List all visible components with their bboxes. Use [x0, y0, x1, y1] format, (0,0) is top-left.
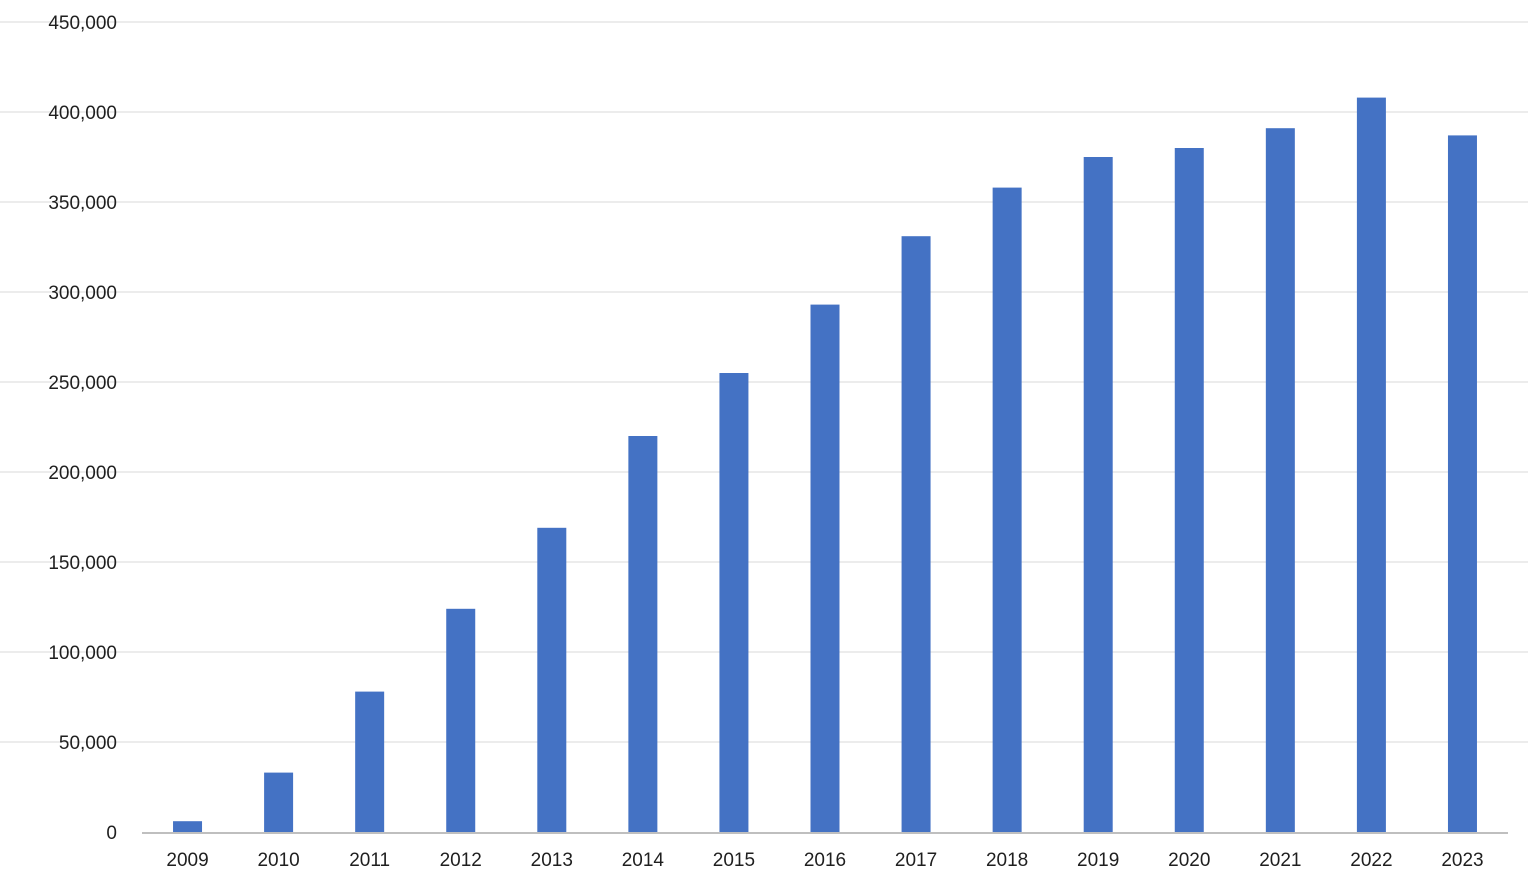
x-tick-label: 2009 [166, 850, 208, 871]
y-tick-label: 0 [106, 823, 117, 844]
x-axis-tick-labels: 2009 2010 2011 2012 2013 2014 2015 2016 2017 2018… [166, 850, 1483, 871]
bar-2021 [1265, 128, 1295, 832]
bar-2014 [628, 436, 658, 832]
x-tick-label: 2020 [1168, 850, 1210, 871]
bar-2012 [446, 608, 476, 832]
bar-2018 [992, 187, 1022, 833]
y-tick-label: 200,000 [48, 463, 117, 484]
y-tick-label: 300,000 [48, 283, 117, 304]
y-tick-label: 100,000 [48, 643, 117, 664]
x-tick-label: 2023 [1441, 850, 1483, 871]
y-tick-label: 350,000 [48, 193, 117, 214]
bar-2013 [537, 527, 567, 832]
bar-2019 [1083, 157, 1113, 832]
x-tick-label: 2017 [895, 850, 937, 871]
x-tick-label: 2012 [440, 850, 482, 871]
bar-2009 [173, 821, 203, 832]
x-tick-label: 2013 [531, 850, 573, 871]
x-tick-label: 2021 [1259, 850, 1301, 871]
x-tick-label: 2019 [1077, 850, 1119, 871]
bar-2023 [1447, 135, 1477, 832]
x-tick-label: 2015 [713, 850, 755, 871]
bar-2010 [264, 772, 294, 832]
y-tick-label: 250,000 [48, 373, 117, 394]
bar-2017 [901, 236, 931, 832]
gridlines [0, 21, 1528, 743]
x-tick-label: 2022 [1350, 850, 1392, 871]
x-tick-label: 2016 [804, 850, 846, 871]
y-tick-label: 50,000 [59, 733, 117, 754]
bars [173, 97, 1477, 833]
x-tick-label: 2018 [986, 850, 1028, 871]
x-tick-label: 2014 [622, 850, 665, 871]
bar-2020 [1174, 148, 1204, 832]
bar-2011 [355, 691, 385, 832]
y-tick-label: 450,000 [48, 13, 117, 34]
bar-2022 [1356, 97, 1386, 833]
bar-2016 [810, 304, 840, 833]
y-tick-label: 400,000 [48, 103, 117, 124]
bar-2015 [719, 373, 749, 832]
y-axis-tick-labels: 0 50,000 100,000 150,000 200,000 250,000 300,0… [48, 13, 117, 844]
x-tick-label: 2010 [257, 850, 299, 871]
y-tick-label: 150,000 [48, 553, 117, 574]
x-tick-label: 2011 [349, 850, 390, 871]
